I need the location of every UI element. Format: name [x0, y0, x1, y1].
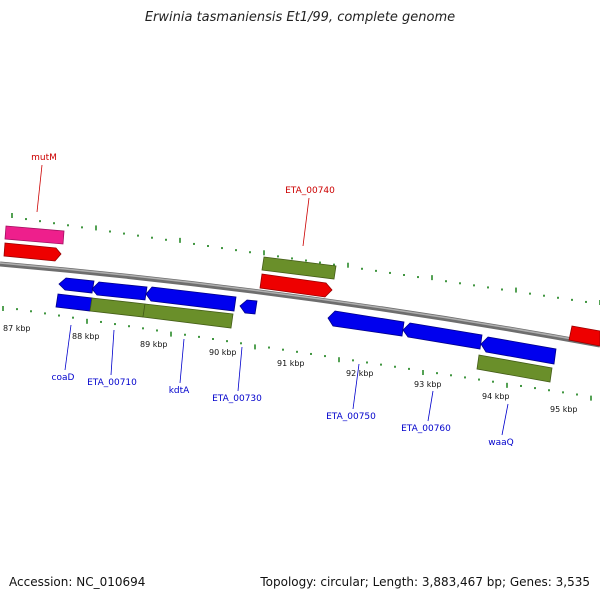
feature-ETA_00740-gene [259, 273, 333, 298]
label-leader [64, 324, 72, 371]
map-title: Erwinia tasmaniensis Et1/99, complete ge… [144, 10, 456, 25]
gene-label-reverse: ETA_00750 [326, 412, 376, 422]
label-leader [110, 329, 115, 376]
label-leader [36, 164, 43, 213]
label-leader [179, 338, 185, 384]
gene-label-reverse: waaQ [488, 438, 513, 448]
scale-label: 94 kbp [482, 392, 510, 401]
feature-edge-gene [568, 325, 600, 347]
label-leader [427, 390, 434, 422]
gene-label-reverse: kdtA [169, 386, 190, 396]
gene-label-forward: mutM [31, 153, 57, 163]
feature-kdtA-other [142, 303, 234, 329]
feature-mutM-other [4, 225, 65, 245]
gene-labels: mutM ETA_00740 coaD ETA_00710 kdtA ETA_00730 E… [31, 153, 514, 448]
scale-label: 93 kbp [414, 380, 442, 389]
feature-kdtA-cds [145, 286, 237, 312]
label-leader [237, 346, 243, 392]
feature-ETA_00730-cds [239, 299, 258, 315]
scale-label: 92 kbp [346, 369, 374, 378]
gene-label-reverse: coaD [52, 373, 75, 383]
feature-ETA_00710-cds [91, 281, 148, 301]
reverse-features [55, 277, 557, 383]
label-leader [302, 197, 310, 247]
accession-text: Accession: NC_010694 [9, 575, 146, 589]
scale-label: 89 kbp [140, 340, 168, 349]
summary-text: Topology: circular; Length: 3,883,467 bp… [260, 575, 590, 589]
gene-label-reverse: ETA_00730 [212, 394, 262, 404]
scale-label: 95 kbp [550, 405, 578, 414]
scale-label: 88 kbp [72, 332, 100, 341]
genome-backbone [0, 261, 600, 348]
feature-ETA_00760-cds [402, 322, 483, 350]
feature-waaQ-cds [480, 336, 557, 365]
label-leader [352, 363, 360, 410]
feature-waaQ-other [476, 354, 553, 383]
genome-backbone-highlight [0, 262, 600, 345]
feature-ETA_00740-other [261, 256, 337, 280]
forward-features [3, 225, 600, 347]
scale-labels: 87 kbp 88 kbp 89 kbp 90 kbp 91 kbp 92 kbp 93 k… [3, 324, 578, 414]
gene-label-forward: ETA_00740 [285, 186, 335, 196]
scale-label: 91 kbp [277, 359, 305, 368]
tick-row-reverse [2, 306, 592, 401]
label-leader [501, 403, 509, 436]
feature-coaD-cds-lower [55, 293, 93, 312]
feature-mutM-gene [3, 242, 62, 262]
scale-label: 90 kbp [209, 348, 237, 357]
feature-ETA_00710-other [89, 297, 146, 318]
gene-label-reverse: ETA_00760 [401, 424, 451, 434]
gene-label-reverse: ETA_00710 [87, 378, 137, 388]
tick-row-forward [11, 213, 600, 305]
feature-ETA_00750-cds [327, 310, 405, 337]
feature-coaD-cds [58, 277, 95, 294]
scale-label: 87 kbp [3, 324, 31, 333]
